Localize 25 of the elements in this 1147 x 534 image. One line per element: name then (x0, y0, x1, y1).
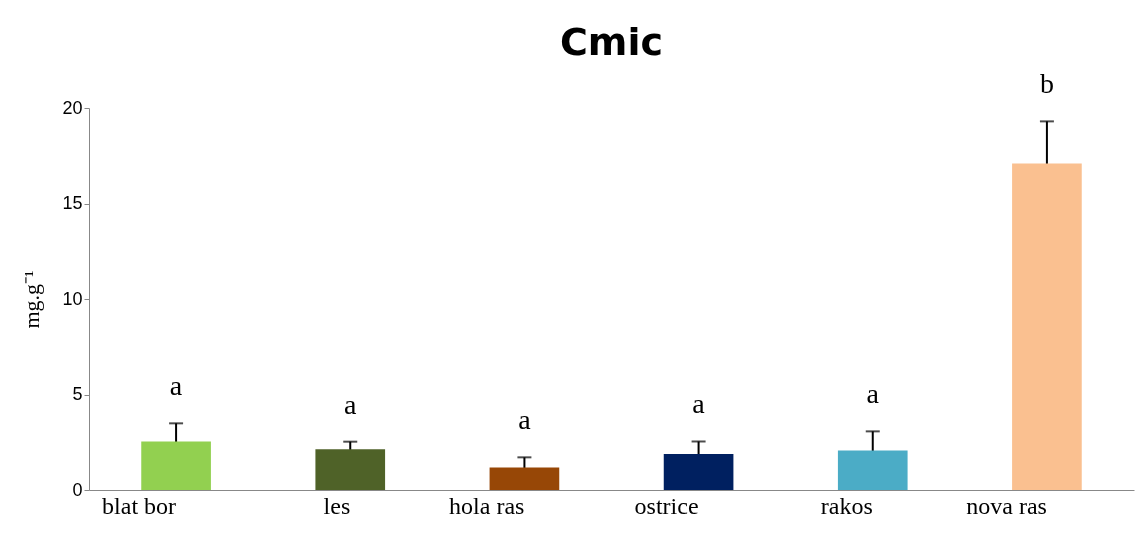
annotation: a (692, 388, 706, 420)
y-tick-label: 10 (62, 288, 83, 309)
x-tick-label: les (323, 492, 351, 519)
x-tick-label: ostrice (634, 492, 699, 519)
bar (489, 467, 560, 490)
text: b (1039, 68, 1054, 100)
bar (837, 450, 908, 490)
bar (663, 453, 734, 490)
bar (1012, 163, 1082, 490)
x-tick-label: blat bor (102, 492, 177, 519)
y-axis-title: mg.g⁻¹ (19, 270, 45, 329)
x-tick-label: rakos (820, 492, 873, 519)
bar (315, 449, 386, 490)
annotation: a (344, 388, 358, 420)
bar (141, 441, 211, 490)
y-tick-label: 0 (72, 479, 83, 500)
annotation: a (169, 370, 183, 402)
y-tick-label: 15 (62, 193, 83, 213)
x-tick-label: nova ras (966, 492, 1047, 519)
chart-title: Cmic (559, 20, 664, 65)
x-tick-label: hola ras (449, 492, 525, 519)
annotation: a (518, 404, 532, 436)
y-tick-label: 5 (72, 384, 83, 404)
y-tick-label: 20 (62, 97, 83, 118)
annotation: a (866, 378, 880, 410)
